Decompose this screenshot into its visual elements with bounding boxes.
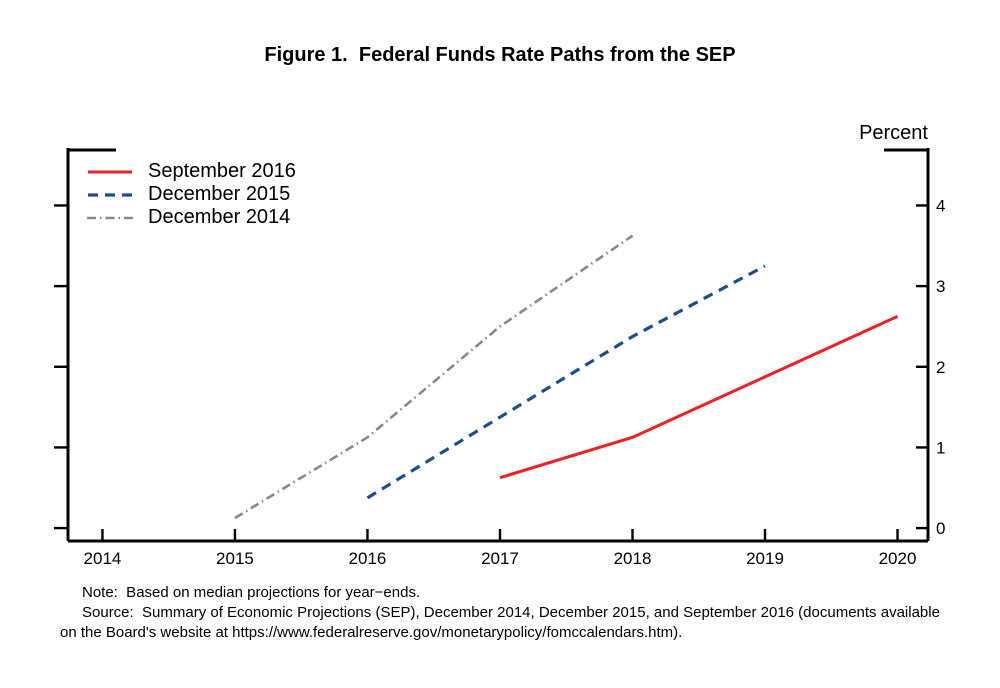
legend-label: September 2016 (148, 160, 296, 182)
x-axis-ticks: 2014 2015 2016 2017 2018 2019 2020 (84, 529, 917, 568)
legend-item-september-2016: September 2016 (87, 160, 296, 183)
svg-text:2016: 2016 (349, 549, 387, 568)
svg-text:2015: 2015 (216, 549, 254, 568)
legend-label: December 2015 (148, 183, 291, 205)
svg-text:4: 4 (936, 196, 945, 215)
chart-title: Figure 1. Federal Funds Rate Paths from … (264, 44, 736, 66)
source-text-line-2: on the Board's website at https://www.fe… (60, 624, 683, 641)
footnotes: Note: Based on median projections for ye… (60, 583, 980, 643)
legend-item-december-2014: December 2014 (87, 206, 296, 229)
svg-text:3: 3 (936, 277, 945, 296)
svg-text:2017: 2017 (481, 549, 519, 568)
svg-text:2: 2 (936, 358, 945, 377)
y-axis-ticks: 0 1 2 3 4 (54, 196, 945, 538)
svg-text:2018: 2018 (614, 549, 652, 568)
y-axis-unit-label: Percent (859, 122, 928, 144)
svg-text:0: 0 (936, 519, 945, 538)
series-line-september-2016 (499, 315, 899, 480)
series-line-december-2014 (234, 234, 634, 520)
legend-label: December 2014 (148, 206, 291, 228)
legend-line-dashdot-icon (87, 216, 133, 219)
legend-item-december-2015: December 2015 (87, 183, 296, 206)
note-text: Note: Based on median projections for ye… (82, 584, 421, 601)
svg-text:2014: 2014 (84, 549, 122, 568)
legend-line-dashed-icon (88, 192, 133, 197)
legend: September 2016 December 2015 December 20… (87, 160, 296, 229)
legend-line-solid-icon (88, 170, 132, 173)
series-line-december-2015 (366, 264, 766, 500)
svg-text:2020: 2020 (879, 549, 917, 568)
axis-frame (66, 148, 930, 543)
data-series-lines (234, 234, 899, 520)
svg-text:1: 1 (936, 438, 945, 457)
source-text-line-1: Source: Summary of Economic Projections … (82, 604, 940, 621)
svg-text:2019: 2019 (746, 549, 784, 568)
